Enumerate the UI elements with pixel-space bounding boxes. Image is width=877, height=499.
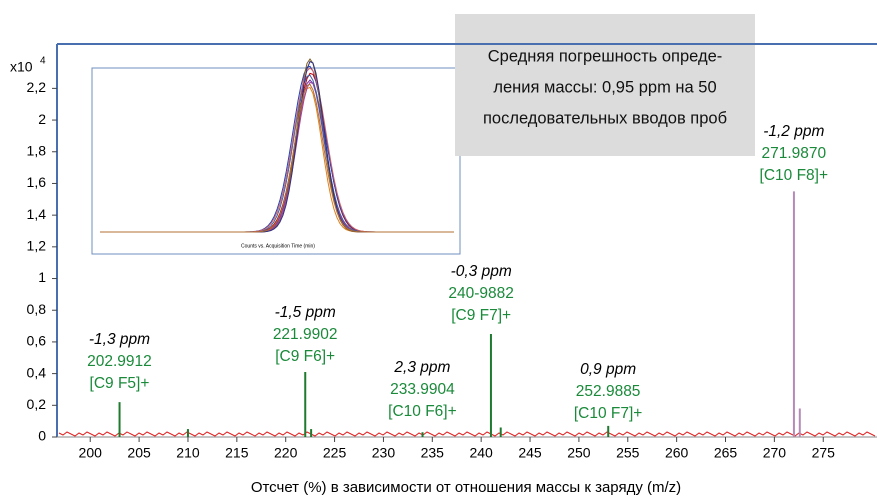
x-tick-label: 260 xyxy=(665,445,689,461)
x-tick-label: 275 xyxy=(812,445,836,461)
y-multiplier-exp: 4 xyxy=(40,56,46,67)
annotation-ppm: -1,3 ppm xyxy=(89,331,150,348)
y-tick-label: 0,6 xyxy=(27,333,47,349)
y-tick-label: 2 xyxy=(38,111,46,127)
y-tick-label: 1,4 xyxy=(27,206,47,222)
y-multiplier: x10 xyxy=(10,59,33,75)
y-tick-label: 1,2 xyxy=(27,238,47,254)
y-tick-label: 1 xyxy=(38,269,46,285)
annotation-ppm: 0,9 ppm xyxy=(580,361,636,378)
annotation-formula: [C9 F7]+ xyxy=(451,307,511,324)
y-tick-label: 1,6 xyxy=(27,174,47,190)
x-tick-label: 240 xyxy=(469,445,493,461)
callout-line: Средняя погрешность опреде- xyxy=(488,47,723,65)
annotation-ppm: -1,2 ppm xyxy=(763,123,824,140)
annotation-formula: [C10 F8]+ xyxy=(760,167,829,184)
baseline-noise xyxy=(58,431,876,437)
x-tick-label: 200 xyxy=(79,445,103,461)
y-tick-label: 0,2 xyxy=(27,396,47,412)
y-tick-label: 0 xyxy=(38,428,46,444)
annotation-formula: [C10 F6]+ xyxy=(388,403,457,420)
x-tick-label: 210 xyxy=(176,445,200,461)
annotation-mz: 221.9902 xyxy=(273,326,338,343)
annotation-mz: 202.9912 xyxy=(87,353,152,370)
y-tick-label: 2,2 xyxy=(27,79,47,95)
x-tick-label: 215 xyxy=(225,445,249,461)
annotation-ppm: 2,3 ppm xyxy=(393,359,450,376)
annotation-mz: 271.9870 xyxy=(761,145,826,162)
x-tick-label: 220 xyxy=(274,445,298,461)
x-tick-label: 270 xyxy=(763,445,787,461)
x-tick-label: 250 xyxy=(567,445,591,461)
y-tick-label: 0,8 xyxy=(27,301,47,317)
x-axis-label: Отсчет (%) в зависимости от отношения ма… xyxy=(251,479,681,496)
y-tick-label: 1,8 xyxy=(27,142,47,158)
y-tick-label: 0,4 xyxy=(27,364,47,380)
x-tick-label: 235 xyxy=(421,445,445,461)
callout: Средняя погрешность опреде-ления массы: … xyxy=(483,47,727,127)
callout-line: ления массы: 0,95 ppm на 50 xyxy=(493,78,716,96)
annotation-mz: 240-9882 xyxy=(448,285,514,302)
inset-curve xyxy=(100,83,454,233)
x-tick-label: 205 xyxy=(127,445,151,461)
annotation-ppm: -1,5 ppm xyxy=(275,304,336,321)
inset-x-label: Counts vs. Acquisition Time (min) xyxy=(241,243,315,249)
annotation-mz: 233.9904 xyxy=(390,381,455,398)
annotation-formula: [C9 F5]+ xyxy=(90,375,150,392)
x-tick-label: 255 xyxy=(616,445,640,461)
callout-box xyxy=(455,14,755,156)
annotation-formula: [C9 F6]+ xyxy=(275,348,335,365)
x-tick-label: 225 xyxy=(323,445,347,461)
callout-line: последовательных вводов проб xyxy=(483,109,727,127)
annotation-ppm: -0,3 ppm xyxy=(451,263,512,280)
annotation-formula: [C10 F7]+ xyxy=(574,405,643,422)
annotation-mz: 252.9885 xyxy=(576,383,641,400)
x-tick-label: 265 xyxy=(714,445,738,461)
x-tick-label: 245 xyxy=(518,445,542,461)
x-tick-label: 230 xyxy=(372,445,396,461)
